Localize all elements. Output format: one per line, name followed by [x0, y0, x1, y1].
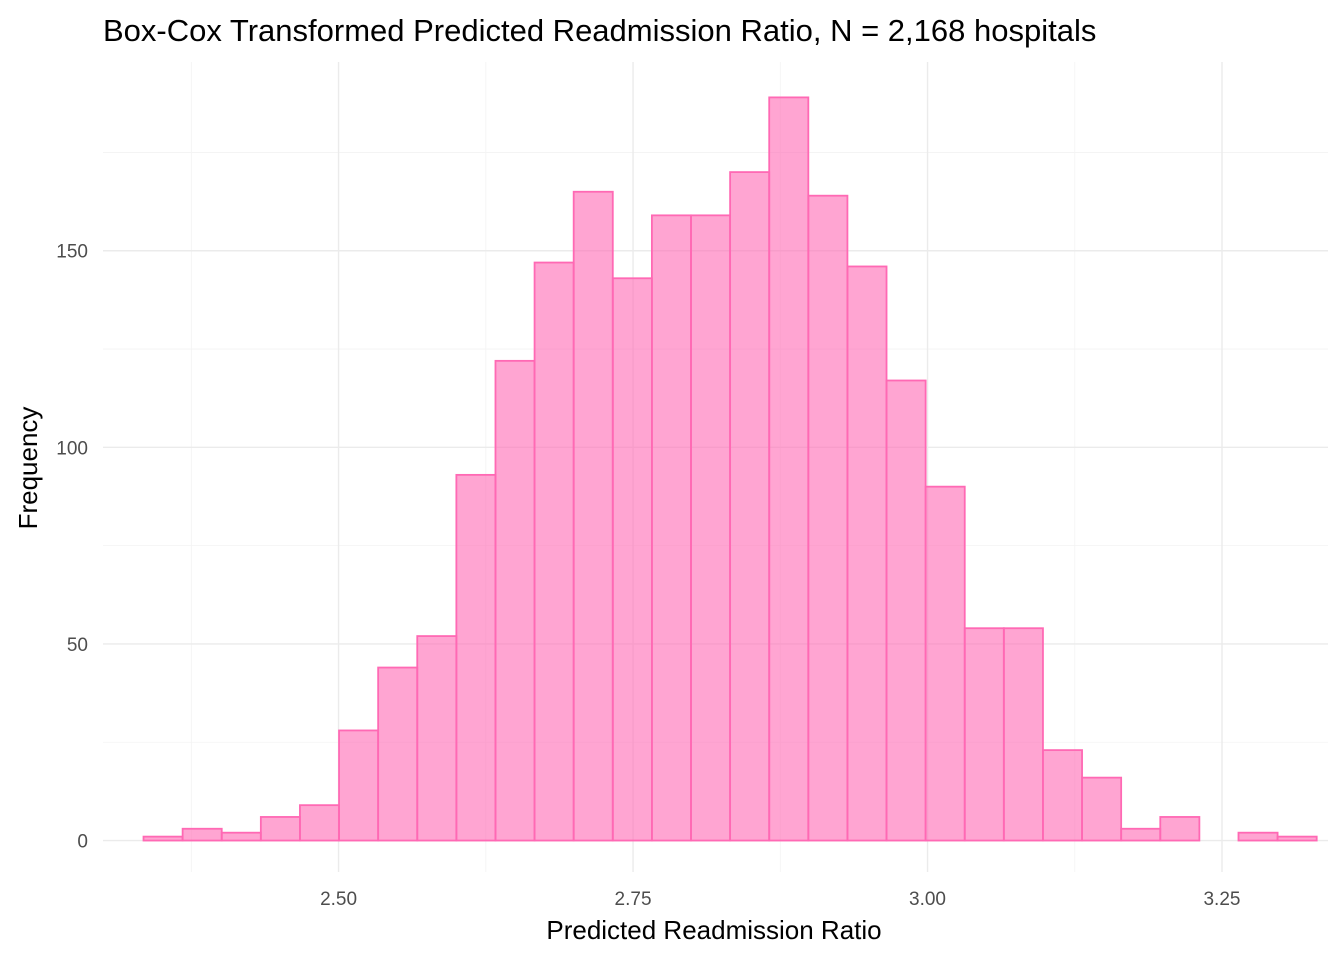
x-axis-tick-labels: 2.50 2.75 3.00 3.25: [320, 889, 1240, 910]
y-tick-label: 50: [67, 635, 88, 656]
y-axis-tick-labels: 0 50 100 150: [56, 242, 88, 853]
histogram-bar: [963, 627, 1005, 842]
histogram-bar: [1081, 776, 1123, 842]
histogram-bar: [416, 635, 458, 842]
histogram-bar: [924, 485, 966, 842]
histogram-bar: [377, 666, 419, 842]
histogram-bar: [455, 473, 497, 842]
histogram-bar: [259, 816, 301, 842]
x-tick-label: 2.50: [320, 889, 357, 910]
histogram-bar: [1237, 831, 1279, 842]
histogram-bar: [611, 277, 653, 842]
histogram-bar: [1042, 749, 1083, 842]
histogram-bar: [494, 359, 536, 842]
histogram-bar: [729, 171, 771, 842]
histogram-bar: [846, 265, 888, 842]
y-tick-label: 150: [56, 242, 88, 263]
histogram-bar: [690, 214, 732, 842]
histogram-bar: [1120, 827, 1162, 842]
histogram-bar: [181, 827, 223, 842]
histogram-bar: [1002, 627, 1044, 842]
histogram-bar: [1159, 816, 1201, 842]
x-tick-label: 3.00: [909, 889, 946, 910]
y-axis-title: Frequency: [13, 407, 43, 530]
histogram-bar: [142, 835, 184, 842]
histogram-bar: [299, 804, 340, 842]
histogram-bar: [768, 96, 810, 842]
histogram-bar: [533, 261, 575, 842]
x-tick-label: 3.25: [1203, 889, 1240, 910]
histogram-bar: [338, 729, 380, 842]
y-tick-label: 100: [56, 438, 88, 459]
histogram-bar: [885, 379, 927, 842]
histogram-bar: [220, 831, 262, 842]
y-tick-label: 0: [77, 832, 88, 853]
chart-title: Box-Cox Transformed Predicted Readmissio…: [103, 13, 1096, 48]
histogram-bar: [807, 194, 849, 842]
x-tick-label: 2.75: [615, 889, 652, 910]
histogram-bar: [1276, 835, 1318, 842]
x-axis-title: Predicted Readmission Ratio: [546, 915, 881, 945]
histogram-bar: [650, 214, 692, 842]
histogram-bar: [572, 190, 614, 842]
histogram-bars: [142, 96, 1318, 842]
